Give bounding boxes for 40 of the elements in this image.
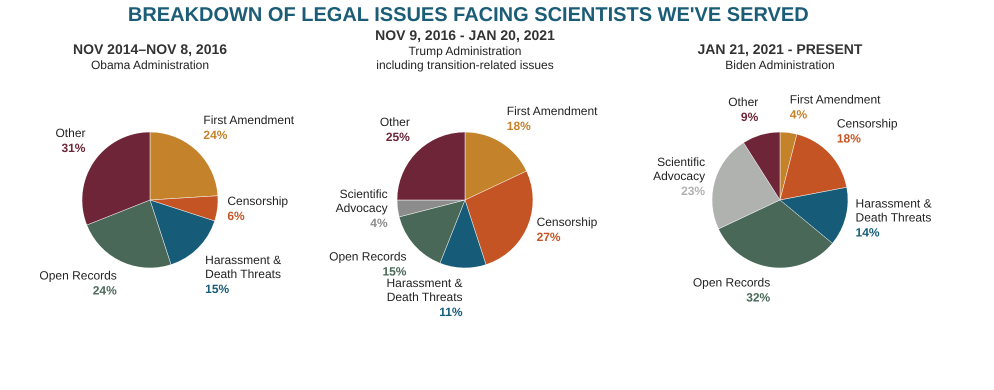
slice-label: Other bbox=[728, 95, 758, 110]
data-label: 27% bbox=[536, 230, 561, 244]
slice-label: Scientific Advocacy bbox=[653, 155, 706, 184]
chart-title: NOV 2014–NOV 8, 2016 bbox=[72, 41, 228, 57]
data-label: 6% bbox=[227, 208, 246, 223]
data-label: 4% bbox=[370, 216, 388, 230]
chart-subtitle: Trump Administration bbox=[408, 44, 522, 58]
data-label: 24% bbox=[203, 128, 228, 142]
slice-label: Censorship bbox=[536, 214, 598, 229]
text: including transition-related issues bbox=[376, 58, 554, 72]
data-label: 11% bbox=[439, 304, 463, 319]
slice-label: Censorship bbox=[227, 194, 288, 208]
data-label: 14% bbox=[856, 225, 880, 240]
slice-label: Other bbox=[380, 114, 410, 129]
slice-label: First Amendment bbox=[506, 104, 598, 118]
slice-label: Censorship bbox=[836, 116, 898, 131]
slice-label: Other bbox=[55, 126, 86, 140]
data-label: 23% bbox=[681, 184, 706, 198]
slice-label: Open Records bbox=[692, 275, 770, 290]
chart-subtitle: Obama Administration bbox=[90, 58, 210, 72]
data-label: 25% bbox=[386, 130, 410, 144]
data-label: 4% bbox=[790, 108, 808, 122]
data-label: 24% bbox=[92, 284, 118, 298]
slice-label: Harassment & Death Threats bbox=[205, 253, 282, 282]
chart-title: NOV 9, 2016 - JAN 20, 2021 bbox=[375, 27, 556, 43]
text: BREAKDOWN OF LEGAL ISSUES FACING SCIENTISTS WE'VE SERVED bbox=[128, 4, 809, 26]
chart-subtitle: Biden Administration bbox=[725, 58, 835, 72]
chart-title: JAN 21, 2021 - PRESENT bbox=[698, 41, 863, 57]
data-label: 18% bbox=[506, 119, 532, 134]
slice-label: First Amendment bbox=[790, 92, 882, 107]
slice-label: Open Records bbox=[39, 268, 117, 283]
data-label: 9% bbox=[740, 110, 759, 124]
data-label: 15% bbox=[205, 282, 230, 296]
slice-label: First Amendment bbox=[203, 113, 295, 128]
data-label: 32% bbox=[746, 290, 771, 304]
slice-label: Scientific Advocacy bbox=[336, 186, 388, 215]
data-label: 18% bbox=[836, 132, 862, 146]
slice-label: Harassment & Death Threats bbox=[856, 196, 932, 224]
slice-label: Open Records bbox=[329, 250, 406, 264]
data-label: 31% bbox=[61, 141, 86, 156]
